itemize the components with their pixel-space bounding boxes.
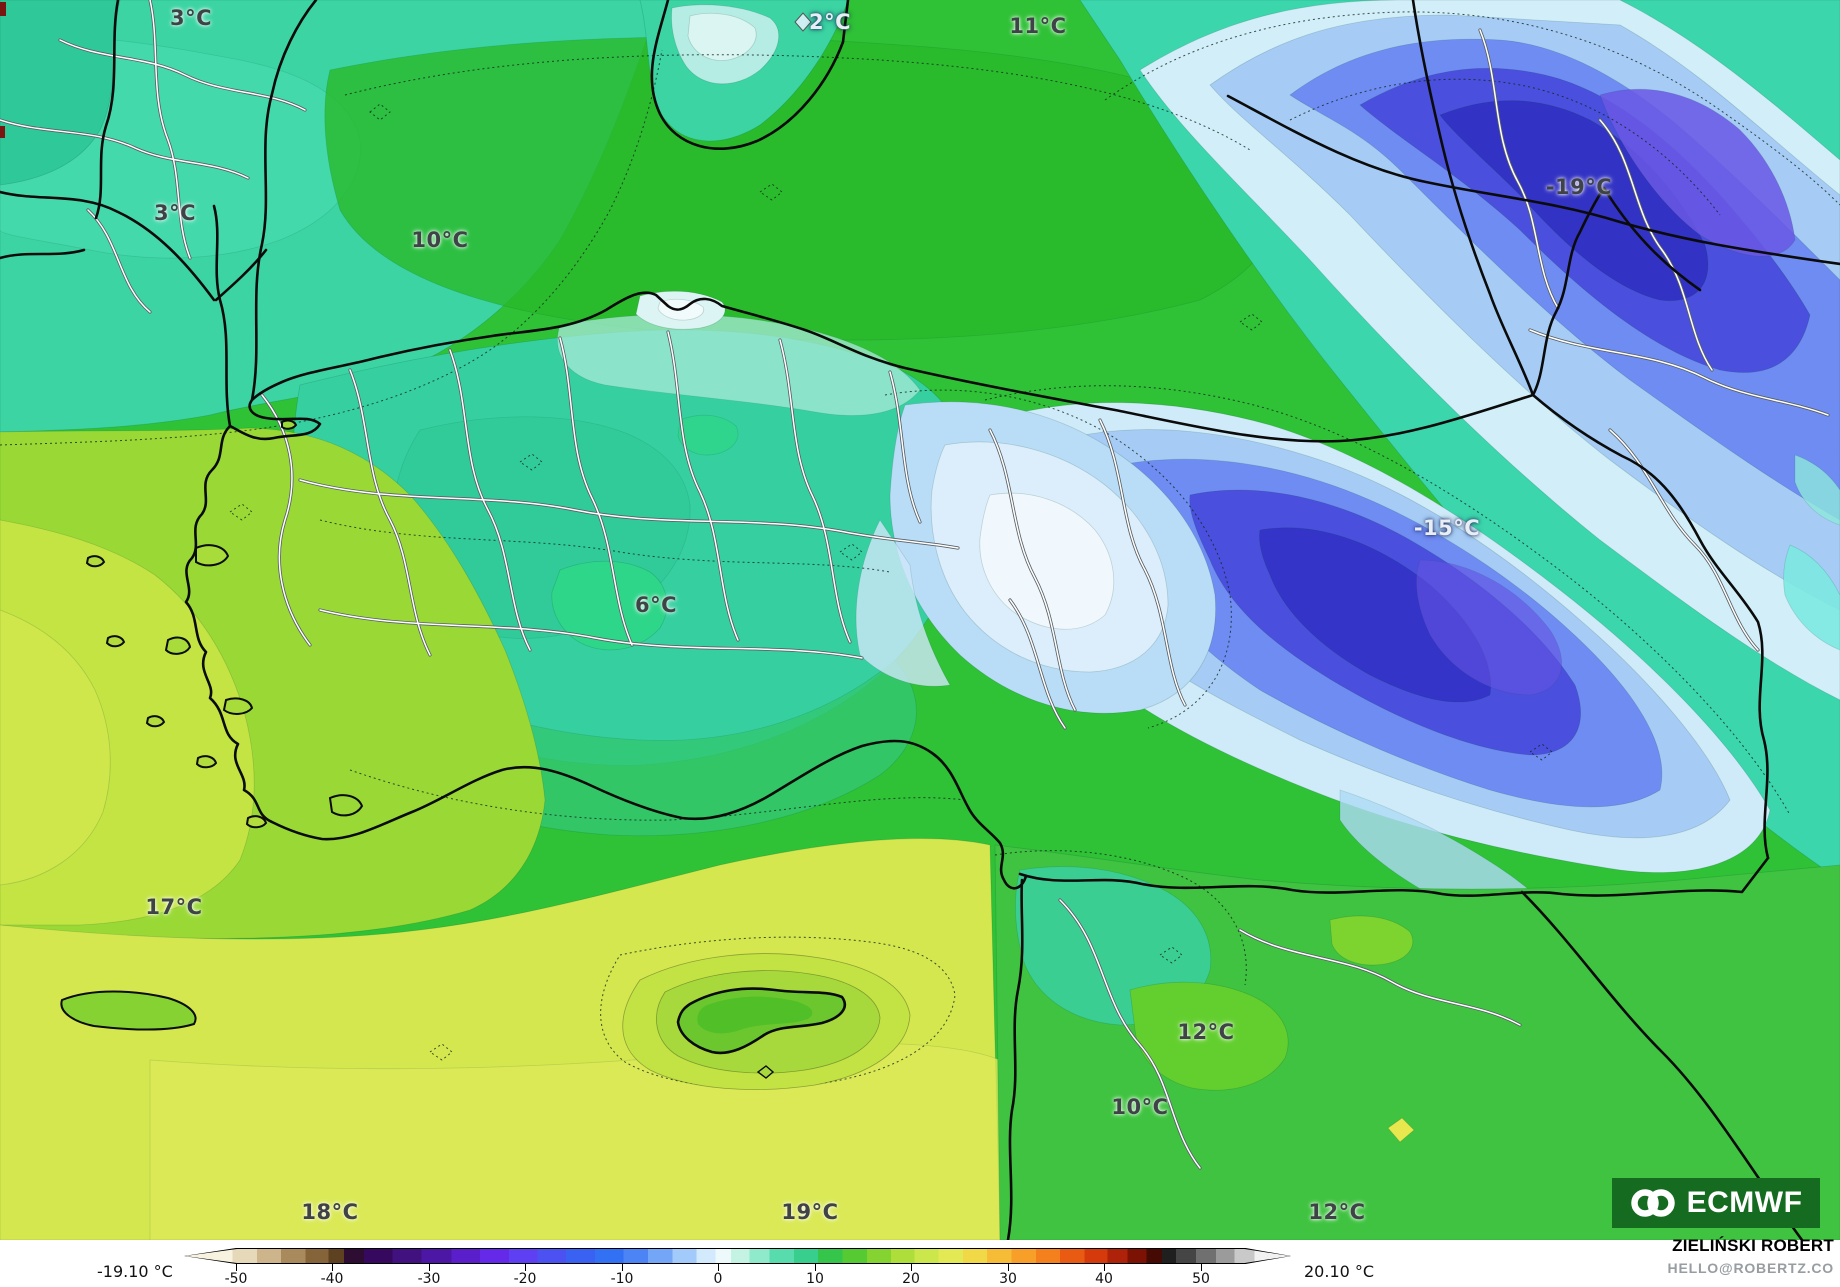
temp-label: 10°C xyxy=(1111,1095,1169,1119)
colorbar-tick-label: 0 xyxy=(713,1271,723,1287)
west-blacksea-coastline xyxy=(250,0,318,402)
colorbar-tick-label: 20 xyxy=(902,1271,920,1287)
temp-label: 10°C xyxy=(411,228,469,252)
islands xyxy=(60,419,364,1031)
caucasus-border xyxy=(1226,94,1840,266)
colorbar-tick-label: -30 xyxy=(417,1271,441,1287)
colorbar-tick xyxy=(1201,1264,1202,1271)
attribution-author: ZIELIŃSKI ROBERT xyxy=(1672,1236,1834,1255)
colorbar-tick xyxy=(815,1264,816,1271)
temp-label: 11°C xyxy=(1009,14,1067,38)
contour-diamond xyxy=(794,12,812,32)
turkey-south-border xyxy=(1018,856,1770,897)
colorbar-max-label: 20.10 °C xyxy=(1304,1262,1375,1281)
temp-label: 17°C xyxy=(145,895,203,919)
syria-coastline xyxy=(1006,878,1024,1240)
attribution-email: HELLO@ROBERTZ.CO xyxy=(1667,1260,1834,1276)
colorbar-tick-label: -50 xyxy=(224,1271,248,1287)
colorbar-tick xyxy=(622,1264,623,1271)
colorbar-tick xyxy=(911,1264,912,1271)
temp-label: 12°C xyxy=(1308,1200,1366,1224)
contour-lines xyxy=(0,11,1840,1089)
ecmwf-logo: ECMWF xyxy=(1612,1178,1820,1228)
cyprus xyxy=(622,953,911,1090)
colorbar-tick-label: -10 xyxy=(610,1271,634,1287)
turkey-east-border xyxy=(1531,393,1770,860)
colorbar-tick-label: 40 xyxy=(1095,1271,1113,1287)
colorbar-min-label: -19.10 °C xyxy=(97,1262,173,1281)
colorbar-tick xyxy=(236,1264,237,1271)
temp-label: 3°C xyxy=(153,201,197,225)
colorbar-tick xyxy=(525,1264,526,1271)
crimea-coastline xyxy=(650,0,850,150)
colorbar-footer: -19.10 °C -50 -40 -30 -20 -10 0 10 20 30… xyxy=(0,1236,1840,1287)
colorbar-tick xyxy=(718,1264,719,1271)
edge-marks xyxy=(0,2,6,138)
colorbar-tick-label: 30 xyxy=(999,1271,1017,1287)
temp-label: -19°C xyxy=(1545,175,1613,199)
colorbar-tick xyxy=(1104,1264,1105,1271)
temp-label: 18°C xyxy=(301,1200,359,1224)
turkey-coastline xyxy=(184,291,1535,890)
colorbar-tick-label: -20 xyxy=(513,1271,537,1287)
colorbar-tick-label: -40 xyxy=(320,1271,344,1287)
temp-label: 12°C xyxy=(1177,1020,1235,1044)
crete-island xyxy=(60,990,197,1031)
colorbar-tick xyxy=(429,1264,430,1271)
georgia-coastline xyxy=(1411,0,1535,397)
ecmwf-wordmark: ECMWF xyxy=(1686,1186,1803,1219)
colorbar xyxy=(185,1249,1290,1263)
colorbar-tick xyxy=(332,1264,333,1271)
ecmwf-logo-icon xyxy=(1630,1189,1675,1217)
temp-label: 6°C xyxy=(634,593,678,617)
colorbar-tick-label: 50 xyxy=(1192,1271,1210,1287)
temp-label: -15°C xyxy=(1413,516,1481,540)
coastlines-borders xyxy=(0,0,1840,1240)
temperature-map xyxy=(0,0,1840,1240)
colorbar-tick xyxy=(1008,1264,1009,1271)
temp-label: 3°C xyxy=(169,6,213,30)
temp-label: 2°C xyxy=(808,10,852,34)
colorbar-tick-label: 10 xyxy=(806,1271,824,1287)
temp-label: 19°C xyxy=(781,1200,839,1224)
